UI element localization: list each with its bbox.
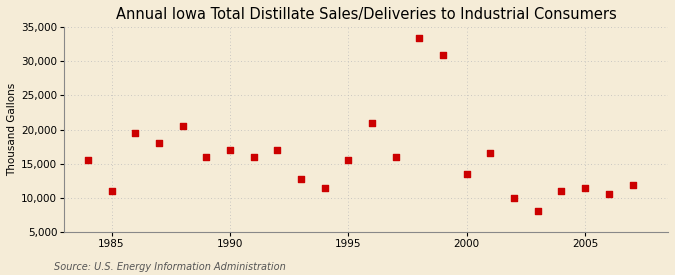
Point <box>603 192 614 197</box>
Point <box>319 185 330 190</box>
Point <box>509 196 520 200</box>
Point <box>627 183 638 188</box>
Point <box>390 155 401 159</box>
Point <box>82 158 93 163</box>
Point <box>343 158 354 163</box>
Title: Annual Iowa Total Distillate Sales/Deliveries to Industrial Consumers: Annual Iowa Total Distillate Sales/Deliv… <box>115 7 616 22</box>
Point <box>580 185 591 190</box>
Point <box>296 177 306 181</box>
Point <box>533 209 543 214</box>
Text: Source: U.S. Energy Information Administration: Source: U.S. Energy Information Administ… <box>54 262 286 272</box>
Point <box>437 52 448 57</box>
Point <box>130 131 140 135</box>
Point <box>272 148 283 152</box>
Point <box>462 172 472 176</box>
Point <box>556 189 567 193</box>
Point <box>177 124 188 128</box>
Point <box>367 120 377 125</box>
Point <box>248 155 259 159</box>
Point <box>201 155 212 159</box>
Point <box>225 148 236 152</box>
Point <box>414 35 425 40</box>
Point <box>106 189 117 193</box>
Y-axis label: Thousand Gallons: Thousand Gallons <box>7 83 17 176</box>
Point <box>485 151 496 156</box>
Point <box>153 141 164 145</box>
